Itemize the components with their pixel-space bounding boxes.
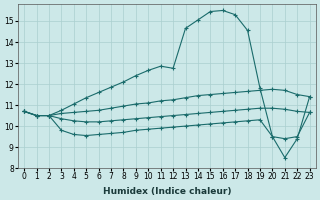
- X-axis label: Humidex (Indice chaleur): Humidex (Indice chaleur): [103, 187, 231, 196]
